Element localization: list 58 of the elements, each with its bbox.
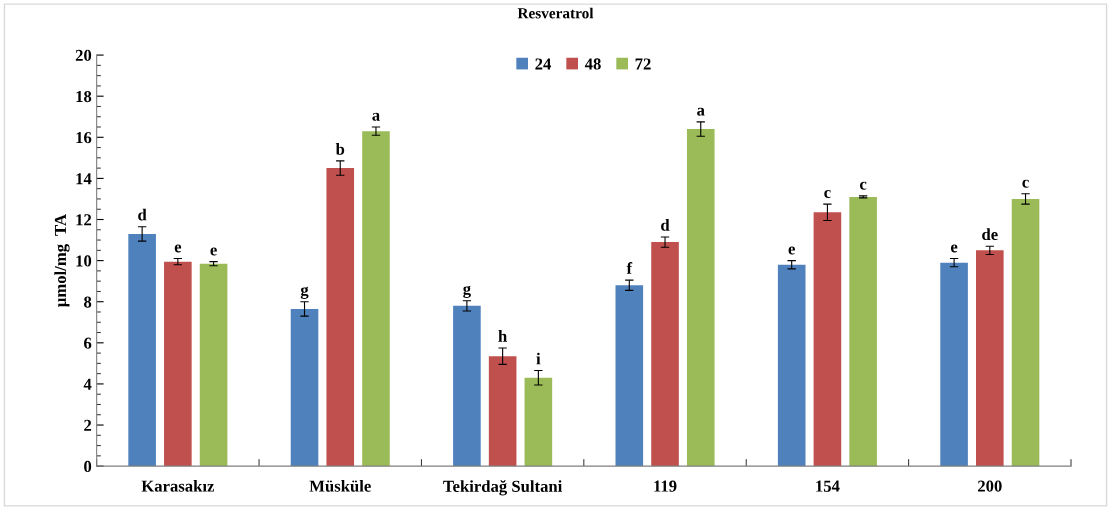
y-tick-label: 2 — [84, 419, 92, 431]
bar — [651, 242, 679, 467]
data-label: b — [335, 143, 345, 155]
bar — [524, 377, 553, 467]
y-tick-label: 0 — [84, 460, 92, 473]
bar — [1011, 198, 1040, 467]
y-tick-label: 18 — [76, 90, 92, 103]
bar — [615, 285, 644, 467]
bar — [362, 131, 390, 467]
data-label: g — [300, 286, 309, 299]
y-tick-label: 6 — [84, 337, 92, 349]
data-label: e — [950, 244, 958, 253]
data-label: c — [1022, 179, 1029, 188]
y-tick-label: 10 — [76, 255, 92, 267]
bar — [164, 261, 192, 467]
y-axis-title: µmol/mg TA — [54, 214, 70, 307]
data-label: d — [138, 208, 147, 221]
x-tick-label: 200 — [978, 480, 1002, 492]
data-label: g — [463, 285, 471, 298]
bar — [813, 212, 842, 467]
bar — [199, 263, 228, 467]
data-label: e — [174, 244, 182, 253]
bar — [686, 129, 715, 467]
data-label: i — [536, 352, 541, 365]
data-label: de — [982, 228, 998, 241]
data-label: f — [626, 262, 633, 274]
y-tick-label: 16 — [76, 132, 92, 144]
bar — [453, 305, 481, 467]
x-tick-label: Karasakız — [141, 480, 215, 492]
data-label: a — [372, 112, 380, 121]
legend-label: 48 — [584, 58, 601, 70]
legend-label: 72 — [635, 58, 651, 70]
data-label: d — [661, 219, 670, 231]
x-tick-label: Müsküle — [309, 480, 371, 492]
bar — [976, 250, 1004, 467]
bar — [777, 264, 806, 467]
legend-label: 24 — [535, 58, 552, 70]
x-tick-label: 119 — [654, 480, 677, 492]
bar — [940, 262, 968, 467]
data-label: h — [498, 330, 508, 342]
bar — [290, 308, 319, 467]
y-tick-label: 14 — [76, 173, 92, 185]
y-tick-label: 8 — [84, 296, 92, 308]
x-tick-label: Tekirdağ Sultani — [443, 480, 563, 496]
bar — [326, 168, 355, 467]
x-tick-label: 154 — [816, 480, 840, 492]
data-label: e — [210, 247, 217, 256]
y-tick-label: 12 — [76, 214, 92, 226]
y-tick-label: 4 — [83, 378, 92, 390]
bar — [488, 356, 517, 467]
y-tick-label: 20 — [75, 49, 92, 62]
data-label: c — [860, 181, 867, 190]
chart-title: Resveratrol — [517, 7, 594, 19]
bar — [128, 233, 156, 467]
data-label: e — [788, 246, 795, 255]
data-label: a — [697, 107, 705, 116]
bar — [849, 196, 877, 467]
data-label: c — [824, 189, 831, 198]
